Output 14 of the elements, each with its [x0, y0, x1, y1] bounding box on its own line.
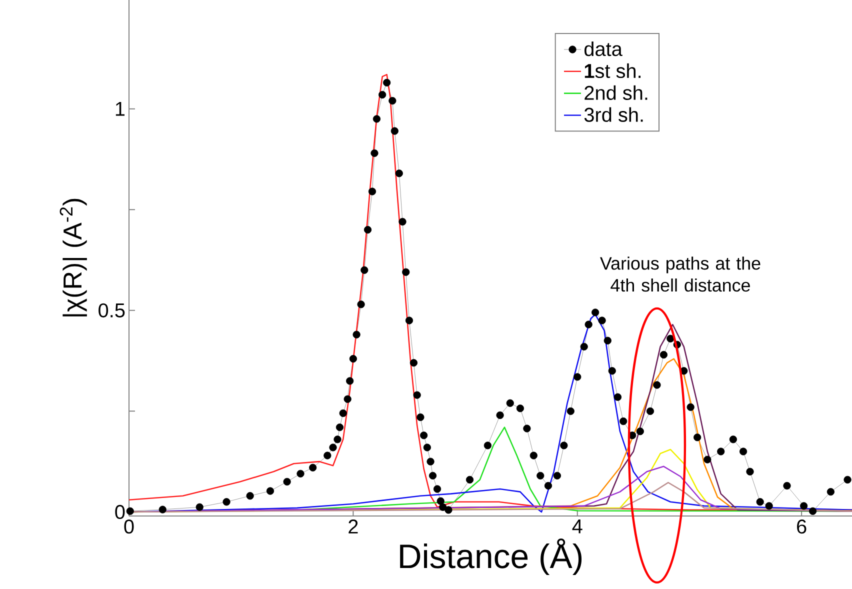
y-axis-title: |χ(R)| (A$^{-2}$): [60, 198, 87, 316]
x-tick-label: 0: [124, 520, 134, 534]
legend-label: data: [584, 42, 622, 56]
legend-label: 3rd sh.: [584, 107, 643, 122]
legend-label: 1st sh.: [584, 63, 641, 78]
x-tick-label: 4: [572, 520, 582, 534]
x-axis-title: Distance (Å): [400, 538, 582, 576]
y-tick-label: 0: [115, 504, 125, 520]
x-tick-label: 6: [797, 520, 806, 534]
legend-label: 2nd sh.: [584, 85, 648, 100]
x-tick-label: 2: [348, 520, 358, 534]
y-tick-label: 0.5: [98, 303, 125, 318]
y-tick-label: 1: [116, 102, 125, 116]
annotation: Various paths at the 4th shell distance: [600, 256, 760, 292]
